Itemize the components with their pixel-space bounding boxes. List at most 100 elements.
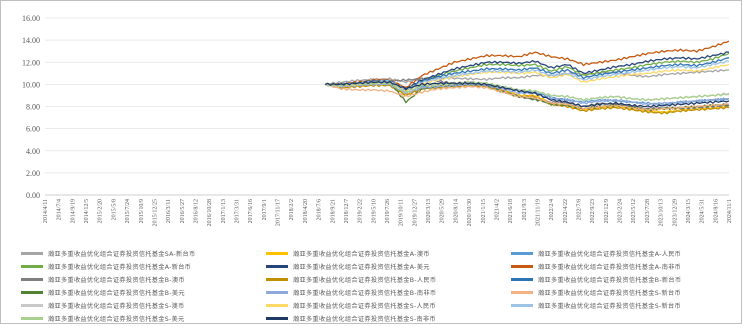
x-tick-label: 2020/5/29 <box>440 199 446 223</box>
x-tick-label: 2016/3/11 <box>166 199 172 223</box>
x-tick-label: 2019/2/22 <box>358 199 364 223</box>
legend-item: 瀚亚多重收益优化组合证券投资信托基金S-人民币 <box>266 299 436 312</box>
plot-area <box>324 40 730 115</box>
x-tick-label: 2015/12/25 <box>152 199 158 226</box>
x-tick-label: 2022/9/23 <box>590 199 596 223</box>
legend-label: 瀚亚多重收益优化组合证券投资信托基金S-澳币 <box>48 303 185 310</box>
x-tick-label: 2022/7/8 <box>577 199 583 220</box>
legend-label: 瀚亚多重收益优化组合证券投资信托基金S-人民币 <box>293 303 436 310</box>
x-tick-label: 2014/7/4 <box>57 199 63 220</box>
x-tick-label: 2015/7/24 <box>125 199 131 223</box>
legend-item: 瀚亚多重收益优化组合证券投资信托基金B-美元 <box>21 286 185 299</box>
legend-swatch <box>266 291 288 294</box>
legend-item: 瀚亚多重收益优化组合证券投资信托基金S-美元 <box>21 312 185 325</box>
legend-label: 瀚亚多重收益优化组合证券投资信托基金B-南非币 <box>293 290 437 297</box>
x-tick-label: 2017/11/17 <box>276 199 282 226</box>
legend-item: 瀚亚多重收益优化组合证券投资信托基金S-新台币 <box>511 286 681 299</box>
x-tick-label: 2022/2/4 <box>549 199 555 220</box>
legend-item: 瀚亚多重收益优化组合证券投资信托基金S-澳币 <box>21 299 185 312</box>
legend-swatch <box>266 304 288 307</box>
x-tick-label: 2024/11/1 <box>727 199 733 223</box>
legend-label: 瀚亚多重收益优化组合证券投资信托基金A-新台币 <box>48 264 192 271</box>
legend-swatch <box>266 278 288 281</box>
series-line <box>324 57 730 91</box>
y-tick-label: 16.00 <box>22 14 40 23</box>
y-tick-label: 14.00 <box>22 36 40 45</box>
legend-label: 瀚亚多重收益优化组合证券投资信托基金S-美元 <box>48 316 185 323</box>
legend-swatch <box>511 252 533 255</box>
y-tick-label: 0.00 <box>26 191 40 200</box>
legend-item: 瀚亚多重收益优化组合证券投资信托基金A-澳币 <box>266 247 430 260</box>
legend-swatch <box>21 304 43 307</box>
x-tick-label: 2021/9/3 <box>522 199 528 220</box>
x-tick-label: 2018/2/2 <box>289 199 295 220</box>
x-tick-label: 2024/3/15 <box>686 199 692 223</box>
legend-swatch <box>511 265 533 268</box>
legend-item: 瀚亚多重收益优化组合证券投资信托基金B-人民币 <box>266 273 436 286</box>
x-tick-label: 2017/9/1 <box>262 199 268 220</box>
x-tick-label: 2020/3/13 <box>426 199 432 223</box>
x-tick-label: 2014/9/19 <box>70 199 76 223</box>
x-tick-label: 2017/1/13 <box>221 199 227 223</box>
x-tick-label: 2023/2/24 <box>618 199 624 223</box>
legend-item: 瀚亚多重收益优化组合证券投资信托基金SA-新台币 <box>21 247 196 260</box>
legend-swatch <box>266 252 288 255</box>
x-tick-label: 2015/2/20 <box>98 199 104 223</box>
legend-swatch <box>266 265 288 268</box>
x-tick-label: 2022/4/22 <box>563 199 569 223</box>
legend-item: 瀚亚多重收益优化组合证券投资信托基金B-澳币 <box>21 273 185 286</box>
x-tick-label: 2019/12/27 <box>412 199 418 226</box>
legend-label: 瀚亚多重收益优化组合证券投资信托基金A-南非币 <box>538 264 682 271</box>
legend-swatch <box>511 304 533 307</box>
x-tick-label: 2018/9/21 <box>330 199 336 223</box>
x-tick-label: 2024/5/31 <box>700 199 706 223</box>
legend-label: 瀚亚多重收益优化组合证券投资信托基金B-澳币 <box>48 277 185 284</box>
legend-label: 瀚亚多重收益优化组合证券投资信托基金A-人民币 <box>538 251 682 258</box>
legend-label: 瀚亚多重收益优化组合证券投资信托基金B-美元 <box>48 290 185 297</box>
legend-label: 瀚亚多重收益优化组合证券投资信托基金S-新台币 <box>538 290 681 297</box>
legend-item: 瀚亚多重收益优化组合证券投资信托基金S-南非币 <box>266 312 436 325</box>
x-tick-label: 2016/10/28 <box>207 199 213 226</box>
legend-label: 瀚亚多重收益优化组合证券投资信托基金S-新台币 <box>538 303 681 310</box>
legend-label: 瀚亚多重收益优化组合证券投资信托基金A-美元 <box>293 264 430 271</box>
x-tick-label: 2017/3/31 <box>235 199 241 223</box>
legend-item: 瀚亚多重收益优化组合证券投资信托基金A-人民币 <box>511 247 681 260</box>
x-tick-label: 2022/12/9 <box>604 199 610 223</box>
legend-label: 瀚亚多重收益优化组合证券投资信托基金S-南非币 <box>293 316 436 323</box>
legend-swatch <box>21 265 43 268</box>
y-tick-label: 10.00 <box>22 80 40 89</box>
line-chart: 0.00 2.00 4.00 6.00 8.00 10.00 12.00 14.00 16.00… <box>22 14 733 226</box>
legend-item: 瀚亚多重收益优化组合证券投资信托基金B-南非币 <box>266 286 436 299</box>
x-axis: 2014/4/11 2014/7/4 2014/9/19 2014/12/5 2015/… <box>43 199 733 226</box>
series-line <box>325 82 730 106</box>
x-tick-label: 2015/10/9 <box>139 199 145 223</box>
legend-item: 瀚亚多重收益优化组合证券投资信托基金S-新台币 <box>511 299 681 312</box>
y-tick-label: 4.00 <box>26 147 40 156</box>
legend-swatch <box>511 291 533 294</box>
x-tick-label: 2016/5/27 <box>180 199 186 223</box>
series-line <box>324 60 730 91</box>
x-tick-label: 2023/12/29 <box>672 199 678 226</box>
x-tick-label: 2023/7/28 <box>645 199 651 223</box>
series-line <box>324 63 730 93</box>
x-tick-label: 2023/5/12 <box>631 199 637 223</box>
x-tick-label: 2018/12/7 <box>344 199 350 223</box>
x-tick-label: 2020/10/30 <box>467 199 473 226</box>
legend-swatch <box>21 252 43 255</box>
x-tick-label: 2015/5/8 <box>111 199 117 220</box>
x-tick-label: 2021/6/18 <box>508 199 514 223</box>
y-tick-label: 6.00 <box>26 125 40 134</box>
x-tick-label: 2019/7/26 <box>385 199 391 223</box>
legend-swatch <box>21 278 43 281</box>
legend-item: 瀚亚多重收益优化组合证券投资信托基金A-美元 <box>266 260 430 273</box>
y-axis: 0.00 2.00 4.00 6.00 8.00 10.00 12.00 14.00 16.00 <box>22 14 40 200</box>
legend-label: 瀚亚多重收益优化组合证券投资信托基金A-澳币 <box>293 251 430 258</box>
legend-item: 瀚亚多重收益优化组合证券投资信托基金B-新台币 <box>511 273 681 286</box>
legend-label: 瀚亚多重收益优化组合证券投资信托基金B-人民币 <box>293 277 437 284</box>
legend-swatch <box>511 278 533 281</box>
x-tick-label: 2019/5/10 <box>371 199 377 223</box>
legend-swatch <box>21 291 43 294</box>
x-tick-label: 2021/4/2 <box>494 199 500 220</box>
x-tick-label: 2018/7/6 <box>317 199 323 220</box>
